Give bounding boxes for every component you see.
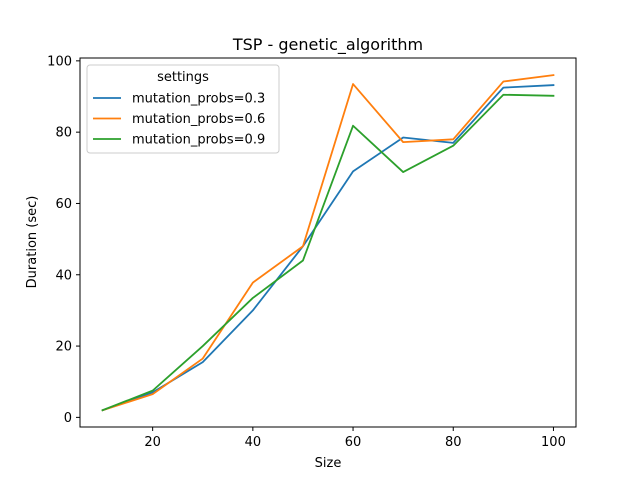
y-tick-label: 80	[55, 126, 72, 141]
legend-title: settings	[157, 70, 209, 85]
y-tick-label: 100	[47, 54, 72, 69]
x-tick-label: 20	[144, 435, 161, 450]
legend-entry-3: mutation_probs=0.9	[132, 133, 265, 148]
chart-title: TSP - genetic_algorithm	[232, 35, 423, 55]
y-axis-label: Duration (sec)	[25, 196, 40, 289]
x-tick-label: 40	[245, 435, 262, 450]
x-tick-label: 80	[445, 435, 462, 450]
y-tick-label: 20	[55, 340, 72, 355]
plot-area: 20 40 60 80 100 0 20 40 60 80 100	[47, 54, 577, 450]
y-tick-label: 60	[55, 197, 72, 212]
legend-entry-1: mutation_probs=0.3	[132, 92, 265, 107]
legend-entry-2: mutation_probs=0.6	[132, 112, 265, 127]
legend-box	[86, 64, 280, 154]
y-tick-label: 40	[55, 268, 72, 283]
x-axis-label: Size	[315, 456, 342, 471]
plot-frame	[79, 57, 577, 428]
x-tick-label: 100	[541, 435, 566, 450]
x-tick-label: 60	[345, 435, 362, 450]
y-tick-label: 0	[64, 411, 72, 426]
legend: settings mutation_probs=0.3 mutation_probs…	[86, 64, 280, 154]
series-line-3	[101, 93, 555, 412]
series-line-2	[101, 74, 555, 412]
